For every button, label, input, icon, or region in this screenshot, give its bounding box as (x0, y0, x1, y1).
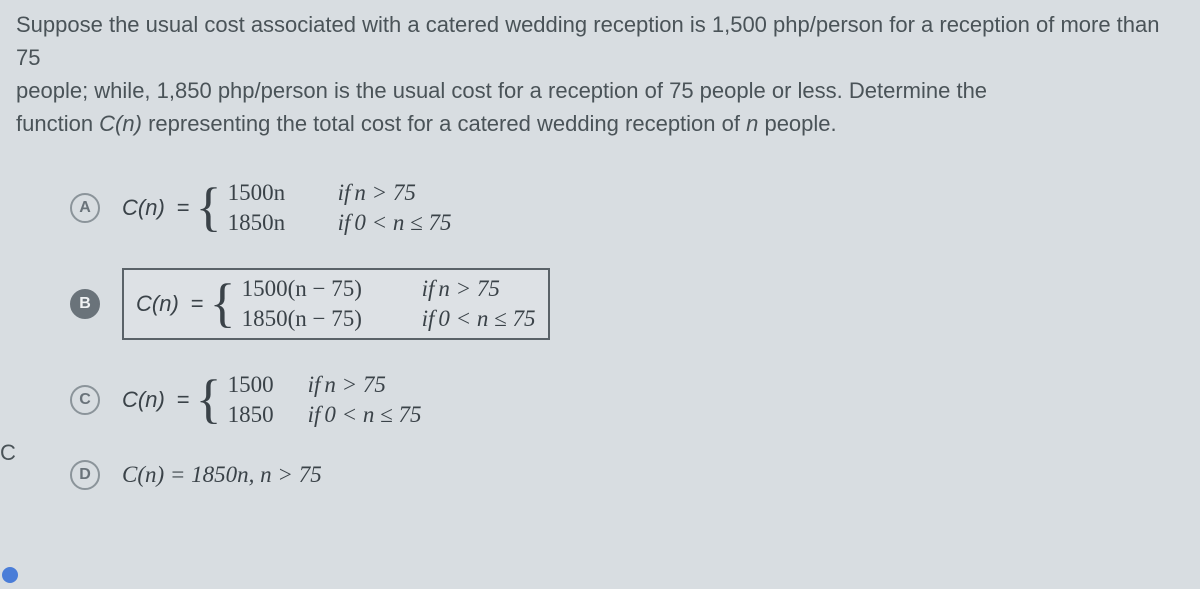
option-b-piece1: 1500(n − 75) ifn > 75 (242, 276, 536, 302)
option-b-lhs: C(n) (136, 291, 179, 317)
question-prompt: Suppose the usual cost associated with a… (10, 8, 1176, 140)
options-list: A C(n) = { 1500n ifn > 75 1850n if0 < n … (10, 180, 1176, 490)
q-fn: C(n) (99, 111, 142, 136)
option-a[interactable]: A C(n) = { 1500n ifn > 75 1850n if0 < n … (70, 180, 1176, 236)
p1-cond: ifn > 75 (422, 276, 500, 302)
option-d-formula: C(n) = 1850n, n > 75 (122, 462, 322, 488)
eq-sign: = (177, 195, 190, 221)
p1-cond: ifn > 75 (338, 180, 416, 206)
option-b[interactable]: B C(n) = { 1500(n − 75) ifn > 75 1850(n … (70, 268, 1176, 340)
option-d-radio[interactable]: D (70, 460, 100, 490)
q-var-n: n (746, 111, 758, 136)
p2-val: 1850(n − 75) (242, 306, 412, 332)
brace-icon: { (210, 282, 236, 325)
option-b-piece2: 1850(n − 75) if0 < n ≤ 75 (242, 306, 536, 332)
eq-sign: = (177, 387, 190, 413)
p2-cond: if0 < n ≤ 75 (338, 210, 452, 236)
brace-icon: { (196, 378, 222, 421)
p2-cond: if0 < n ≤ 75 (422, 306, 536, 332)
help-dot-icon[interactable] (2, 567, 18, 583)
brace-icon: { (196, 186, 222, 229)
option-c-piece1: 1500 ifn > 75 (228, 372, 422, 398)
option-a-radio[interactable]: A (70, 193, 100, 223)
p1-val: 1500(n − 75) (242, 276, 412, 302)
p1-cond: ifn > 75 (308, 372, 386, 398)
side-label-c: C (0, 440, 16, 466)
p2-val: 1850n (228, 210, 328, 236)
p1-val: 1500n (228, 180, 328, 206)
option-c-radio[interactable]: C (70, 385, 100, 415)
option-a-lhs: C(n) (122, 195, 165, 221)
option-c-lhs: C(n) (122, 387, 165, 413)
option-c-piece2: 1850 if0 < n ≤ 75 (228, 402, 422, 428)
option-a-piece1: 1500n ifn > 75 (228, 180, 452, 206)
q-line3a: function (16, 111, 99, 136)
option-b-radio[interactable]: B (70, 289, 100, 319)
q-line2: people; while, 1,850 php/person is the u… (16, 78, 987, 103)
option-c-formula: C(n) = { 1500 ifn > 75 1850 if0 < n ≤ 75 (122, 372, 422, 428)
p1-val: 1500 (228, 372, 298, 398)
option-c-pieces: 1500 ifn > 75 1850 if0 < n ≤ 75 (228, 372, 422, 428)
option-b-formula: C(n) = { 1500(n − 75) ifn > 75 1850(n − … (122, 268, 550, 340)
option-b-pieces: 1500(n − 75) ifn > 75 1850(n − 75) if0 <… (242, 276, 536, 332)
p2-cond: if0 < n ≤ 75 (308, 402, 422, 428)
q-line3b: representing the total cost for a catere… (142, 111, 746, 136)
option-d[interactable]: D C(n) = 1850n, n > 75 (70, 460, 1176, 490)
q-line1: Suppose the usual cost associated with a… (16, 12, 1160, 70)
p2-val: 1850 (228, 402, 298, 428)
eq-sign: = (191, 291, 204, 317)
option-d-text: C(n) = 1850n, n > 75 (122, 462, 322, 488)
q-line3c: people. (758, 111, 836, 136)
option-c[interactable]: C C(n) = { 1500 ifn > 75 1850 if0 < n ≤ … (70, 372, 1176, 428)
option-a-piece2: 1850n if0 < n ≤ 75 (228, 210, 452, 236)
option-a-pieces: 1500n ifn > 75 1850n if0 < n ≤ 75 (228, 180, 452, 236)
option-a-formula: C(n) = { 1500n ifn > 75 1850n if0 < n ≤ … (122, 180, 452, 236)
